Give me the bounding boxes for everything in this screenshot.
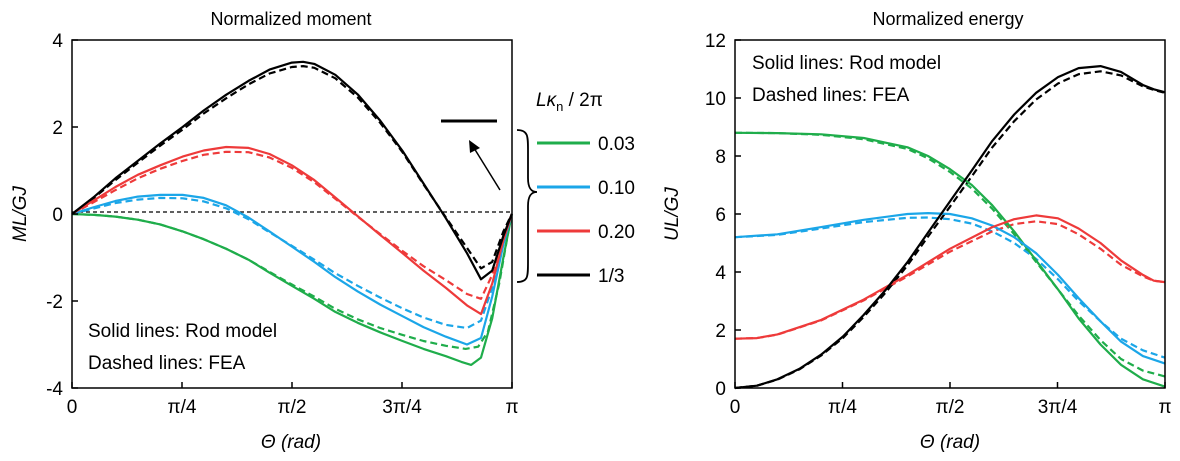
moment-series-0.20-solid: [71, 145, 513, 316]
moment-series-1-3-dashed: [71, 65, 513, 270]
energy-series-0.10-solid: [734, 212, 1166, 365]
energy-x-tick-label: 3π/4: [1038, 397, 1078, 418]
moment-x-axis-label: Θ (rad): [261, 432, 321, 453]
moment-note-dashed: Dashed lines: FEA: [88, 353, 246, 374]
energy-chart: Normalized energy 0 π/4 π/2 3π/4 π024681012 …: [662, 9, 1172, 453]
energy-ticks: 0 π/4 π/2 3π/4 π 0 2 4 6 8 10 12: [705, 31, 1172, 418]
moment-y-tick-label: -4: [46, 379, 63, 400]
energy-note-dashed: Dashed lines: FEA: [752, 85, 910, 106]
moment-note-solid: Solid lines: Rod model: [88, 321, 277, 342]
moment-series-0.10-solid: [71, 193, 513, 346]
energy-chart-title: Normalized energy: [872, 9, 1023, 29]
energy-y-tick-label: 10: [705, 89, 726, 110]
legend: Lκn / 2π 0.03 0.10 0.20 1/3: [536, 90, 635, 287]
legend-label-0.20: 0.20: [598, 222, 635, 243]
moment-series-0.20-dashed: [71, 150, 513, 300]
legend-items: 0.03 0.10 0.20 1/3: [537, 134, 635, 287]
energy-y-tick-label: 4: [715, 263, 726, 284]
arrow-head: [469, 140, 480, 153]
moment-x-tick-label: π/2: [278, 397, 307, 418]
moment-x-tick-label: π: [505, 397, 518, 418]
moment-series-0.10-dashed: [71, 196, 513, 330]
moment-chart: Normalized moment 0 π/4 π/2 3π/4 π -4 -2 0 2 4 Θ …: [10, 9, 538, 453]
legend-title-tail: / 2π: [563, 90, 603, 111]
energy-x-tick-label: 0: [730, 397, 741, 418]
energy-series-0.20-solid: [734, 214, 1165, 340]
legend-brace: [516, 129, 538, 283]
energy-series-group: [734, 65, 1166, 390]
moment-x-tick-label: 3π/4: [382, 397, 422, 418]
moment-ticks: 0 π/4 π/2 3π/4 π -4 -2 0 2 4: [46, 31, 518, 418]
energy-note-solid: Solid lines: Rod model: [752, 53, 941, 74]
energy-y-tick-label: 12: [705, 31, 726, 52]
energy-x-tick-label: π/2: [936, 397, 965, 418]
energy-x-axis-label: Θ (rad): [920, 432, 980, 453]
moment-x-tick-label: 0: [67, 397, 78, 418]
moment-series-group: [71, 60, 513, 366]
energy-series-0.03-solid: [734, 131, 1166, 388]
arrow-shaft: [473, 147, 501, 191]
energy-series-1-3-solid: [734, 65, 1166, 390]
energy-y-tick-label: 2: [715, 321, 726, 342]
moment-x-tick-label: π/4: [168, 397, 197, 418]
legend-title-main: Lκ: [536, 90, 558, 111]
energy-x-tick-label: π: [1158, 397, 1171, 418]
energy-y-tick-label: 0: [715, 379, 726, 400]
moment-y-tick-label: 0: [52, 205, 63, 226]
legend-title: Lκn / 2π: [536, 90, 603, 114]
moment-y-tick-label: -2: [46, 292, 63, 313]
moment-y-tick-label: 2: [52, 118, 63, 139]
energy-y-axis-label: UL/GJ: [662, 187, 683, 241]
moment-series-1-3-solid: [71, 60, 513, 281]
moment-y-tick-label: 4: [52, 31, 63, 52]
moment-chart-title: Normalized moment: [210, 9, 371, 29]
energy-y-tick-label: 8: [715, 147, 726, 168]
energy-y-tick-label: 6: [715, 205, 726, 226]
legend-label-0.03: 0.03: [598, 134, 635, 155]
legend-label-0.10: 0.10: [598, 178, 635, 199]
energy-x-tick-label: π/4: [828, 397, 857, 418]
energy-series-0.10-dashed: [734, 216, 1166, 359]
legend-title-sub: n: [556, 99, 563, 114]
energy-series-0.20-dashed: [734, 220, 1165, 340]
moment-series-0.03-solid: [71, 212, 513, 366]
legend-label-1-3: 1/3: [598, 266, 624, 287]
moment-y-axis-label: ML/GJ: [10, 186, 31, 242]
